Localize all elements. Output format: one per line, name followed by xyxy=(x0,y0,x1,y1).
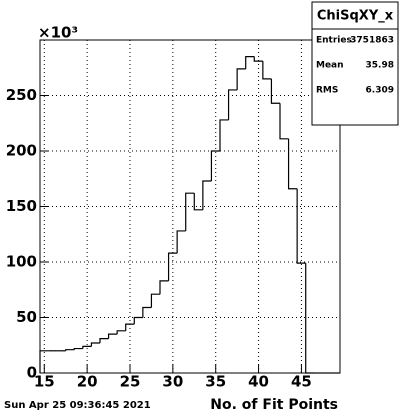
x-tick-label: 45 xyxy=(291,373,312,391)
histogram-bin xyxy=(236,68,246,90)
histogram-bin xyxy=(142,306,152,318)
x-tick-label: 15 xyxy=(34,373,55,391)
stats-label: RMS xyxy=(316,86,338,96)
histogram-bin xyxy=(245,56,255,69)
histogram-bin xyxy=(202,180,212,210)
histogram-bin xyxy=(210,150,220,181)
histogram-bin xyxy=(279,103,289,140)
histogram-bin xyxy=(305,263,315,374)
y-tick-label: 100 xyxy=(6,253,37,271)
x-tick-label: 20 xyxy=(77,373,98,391)
y-multiplier: ×10³ xyxy=(38,24,78,42)
x-axis-label: No. of Fit Points xyxy=(210,397,338,413)
histogram-bin xyxy=(159,280,169,295)
stats-frame xyxy=(311,1,399,126)
histogram-bin xyxy=(296,188,306,264)
histogram-bin xyxy=(99,337,109,344)
histogram-bin xyxy=(287,138,298,190)
histogram-bin xyxy=(90,342,100,347)
y-tick-label: 250 xyxy=(6,86,37,104)
stats-title: ChiSqXY_x xyxy=(317,9,394,24)
x-tick-label: 35 xyxy=(205,373,226,391)
y-tick-label: 200 xyxy=(6,142,37,160)
histogram-bin xyxy=(150,293,160,308)
histogram-bin xyxy=(167,252,178,281)
stats-label: Entries xyxy=(316,36,352,46)
stats-value: 6.309 xyxy=(366,86,394,96)
histogram-bin xyxy=(262,61,272,80)
histogram-bin xyxy=(270,78,280,104)
y-tick-label: 0 xyxy=(27,364,37,382)
histogram-bin xyxy=(65,349,75,351)
histogram-bin xyxy=(73,347,83,350)
x-tick-label: 25 xyxy=(120,373,141,391)
histogram-bin xyxy=(39,350,49,373)
y-tick-label: 50 xyxy=(16,308,37,326)
histogram-bin xyxy=(185,192,195,231)
histogram-bin xyxy=(193,193,203,211)
histogram-bin xyxy=(107,333,118,339)
histogram-bin xyxy=(82,345,92,349)
histogram-bin xyxy=(125,323,135,331)
stats-box: ChiSqXY_x Entries 3751863 Mean 35.98 RMS… xyxy=(311,1,399,126)
histogram-bin xyxy=(253,56,263,62)
stats-value: 35.98 xyxy=(366,61,394,71)
histogram-bin xyxy=(176,230,186,254)
y-tick-label: 150 xyxy=(6,197,37,215)
histogram-bin xyxy=(116,330,126,335)
stats-label: Mean xyxy=(316,61,344,71)
stats-value: 3751863 xyxy=(350,36,394,46)
timestamp: Sun Apr 25 09:36:45 2021 xyxy=(4,400,151,411)
histogram-bin xyxy=(227,89,238,120)
histogram-bin xyxy=(219,119,229,151)
x-tick-label: 30 xyxy=(162,373,183,391)
histogram-bin xyxy=(133,316,143,325)
x-tick-label: 40 xyxy=(248,373,269,391)
